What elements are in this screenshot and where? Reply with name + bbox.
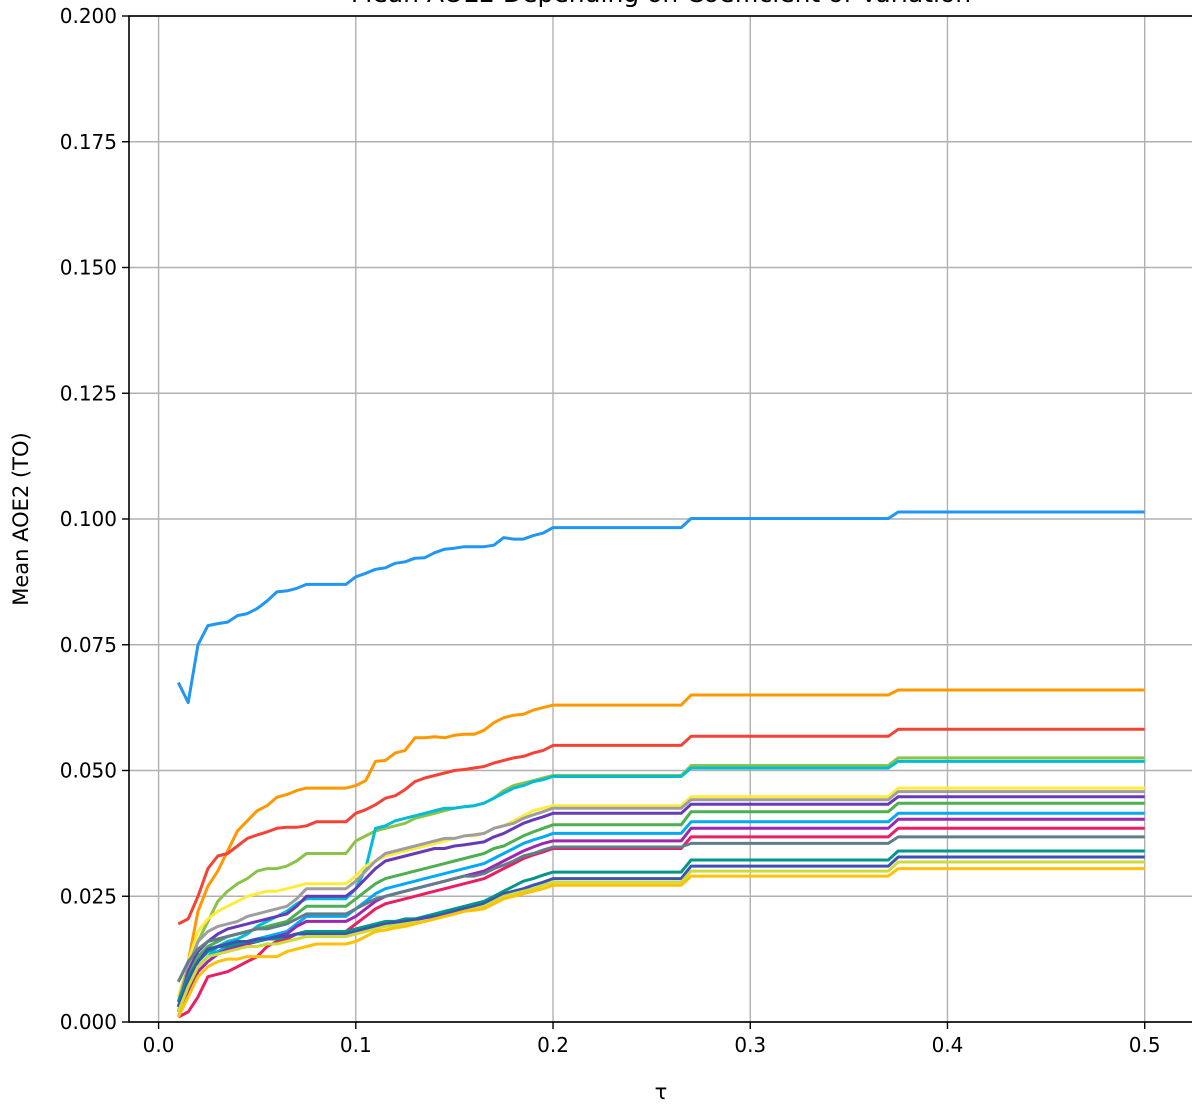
- series-line-6: [176, 786, 1145, 998]
- series-line-8: [176, 795, 1145, 1008]
- series-line-5: [176, 759, 1145, 1018]
- series-line-14: [176, 849, 1145, 1003]
- series-line-7: [176, 790, 1145, 1003]
- y-tick-label: 0.200: [60, 4, 117, 28]
- x-tick-label: 0.3: [734, 1033, 766, 1057]
- y-tick-label: 0.075: [60, 633, 117, 657]
- series-group: [176, 510, 1145, 1019]
- series-line-17: [176, 867, 1145, 1018]
- x-tick-label: 0.0: [143, 1033, 175, 1057]
- y-tick-label: 0.150: [60, 256, 117, 280]
- y-tick-label: 0.125: [60, 381, 117, 405]
- series-line-3: [177, 727, 1145, 926]
- y-tick-label: 0.100: [60, 507, 117, 531]
- y-tick-label: 0.175: [60, 130, 117, 154]
- x-tick-label: 0.2: [537, 1033, 569, 1057]
- chart-title: Mean AOE2 Depending on Coefficient of Va…: [351, 0, 971, 8]
- x-tick-label: 0.1: [340, 1033, 372, 1057]
- series-line-12: [177, 826, 1145, 1019]
- y-tick-label: 0.025: [60, 884, 117, 908]
- series-line-1: [176, 510, 1145, 705]
- x-tick-label: 0.5: [1129, 1033, 1161, 1057]
- series-line-2: [176, 688, 1145, 1003]
- x-axis-label: τ: [655, 1080, 668, 1104]
- axis-ticks: 0.0 0.1 0.2 0.3 0.4 0.5 0.000 0.025 0.050 0.075 0.…: [60, 4, 1161, 1057]
- series-line-16: [176, 860, 1145, 1013]
- y-tick-label: 0.050: [60, 759, 117, 783]
- y-tick-label: 0.000: [60, 1010, 117, 1034]
- series-line-15: [176, 855, 1145, 1008]
- x-tick-label: 0.4: [932, 1033, 964, 1057]
- series-line-13: [176, 835, 1145, 983]
- grid: [129, 15, 1192, 1023]
- y-axis-label: Mean AOE2 (TO): [9, 432, 33, 605]
